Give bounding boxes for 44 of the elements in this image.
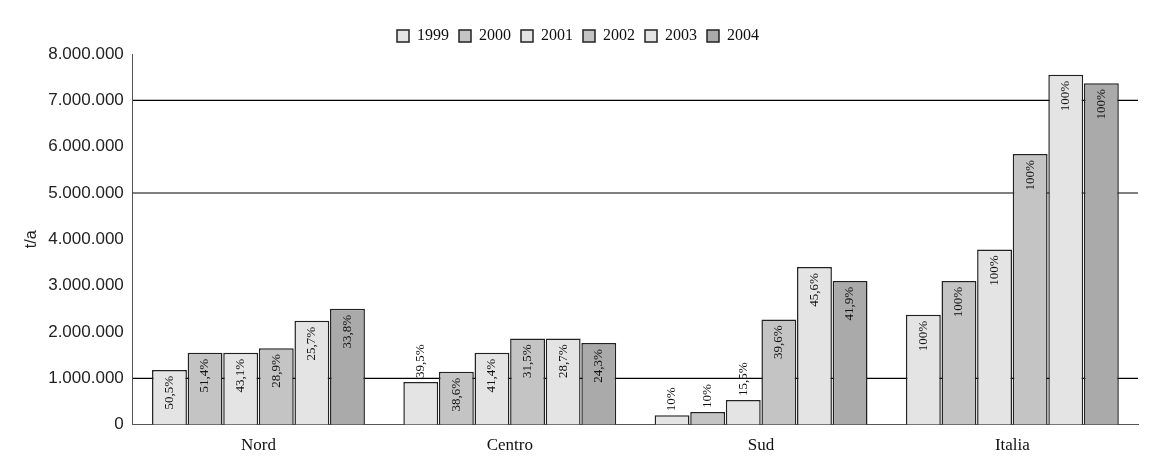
x-tick-label: Italia bbox=[994, 435, 1031, 455]
annotation: 43,1% bbox=[232, 358, 248, 393]
legend-label: 2002 bbox=[603, 26, 635, 44]
annotation: 10% bbox=[699, 384, 715, 409]
annotation: 51,4% bbox=[196, 358, 212, 393]
annotation: 10% bbox=[663, 387, 679, 412]
y-tick-label: 4.000.000 bbox=[48, 228, 124, 248]
annotation: 28,7% bbox=[554, 344, 570, 379]
annotation: 25,7% bbox=[303, 326, 319, 361]
annotation: 33,8% bbox=[338, 314, 354, 349]
y-tick-label: 3.000.000 bbox=[48, 275, 124, 295]
annotation: 41,9% bbox=[841, 286, 857, 321]
annotation: 45,6% bbox=[805, 272, 821, 307]
x-tick-label: Nord bbox=[241, 435, 277, 455]
x-tick-label: Centro bbox=[486, 435, 533, 455]
x-tick-label: Sud bbox=[747, 435, 775, 455]
annotation: 100% bbox=[1057, 80, 1073, 112]
legend-label: 2004 bbox=[727, 26, 759, 44]
annotation: 100% bbox=[914, 320, 930, 352]
y-axis-title: t/a bbox=[22, 230, 40, 249]
legend-label: 2003 bbox=[665, 26, 697, 44]
y-tick-label: 8.000.000 bbox=[48, 43, 124, 63]
annotation: 39,6% bbox=[770, 325, 786, 360]
y-tick-label: 5.000.000 bbox=[48, 182, 124, 202]
annotation: 39,5% bbox=[412, 344, 428, 378]
annotation: 28,9% bbox=[267, 354, 283, 388]
annotation: 38,6% bbox=[447, 377, 463, 412]
annotation: 100% bbox=[950, 286, 966, 318]
annotation: 41,4% bbox=[483, 358, 499, 393]
annotation: 24,3% bbox=[590, 348, 606, 383]
legend-label: 2001 bbox=[541, 26, 573, 44]
annotation: 50,5% bbox=[160, 375, 176, 410]
legend-label: 2000 bbox=[479, 26, 511, 44]
annotation: 100% bbox=[1092, 89, 1108, 120]
annotation: 31,5% bbox=[518, 344, 534, 379]
legend-label: 1999 bbox=[417, 26, 449, 44]
y-tick-label: 0 bbox=[114, 414, 124, 434]
y-tick-label: 2.000.000 bbox=[48, 321, 124, 341]
annotation: 100% bbox=[1021, 159, 1037, 191]
y-tick-label: 1.000.000 bbox=[48, 367, 124, 387]
y-tick-label: 7.000.000 bbox=[48, 90, 124, 110]
annotation: 100% bbox=[985, 255, 1001, 286]
y-tick-label: 6.000.000 bbox=[48, 136, 124, 156]
annotation: 15,5% bbox=[734, 362, 750, 397]
